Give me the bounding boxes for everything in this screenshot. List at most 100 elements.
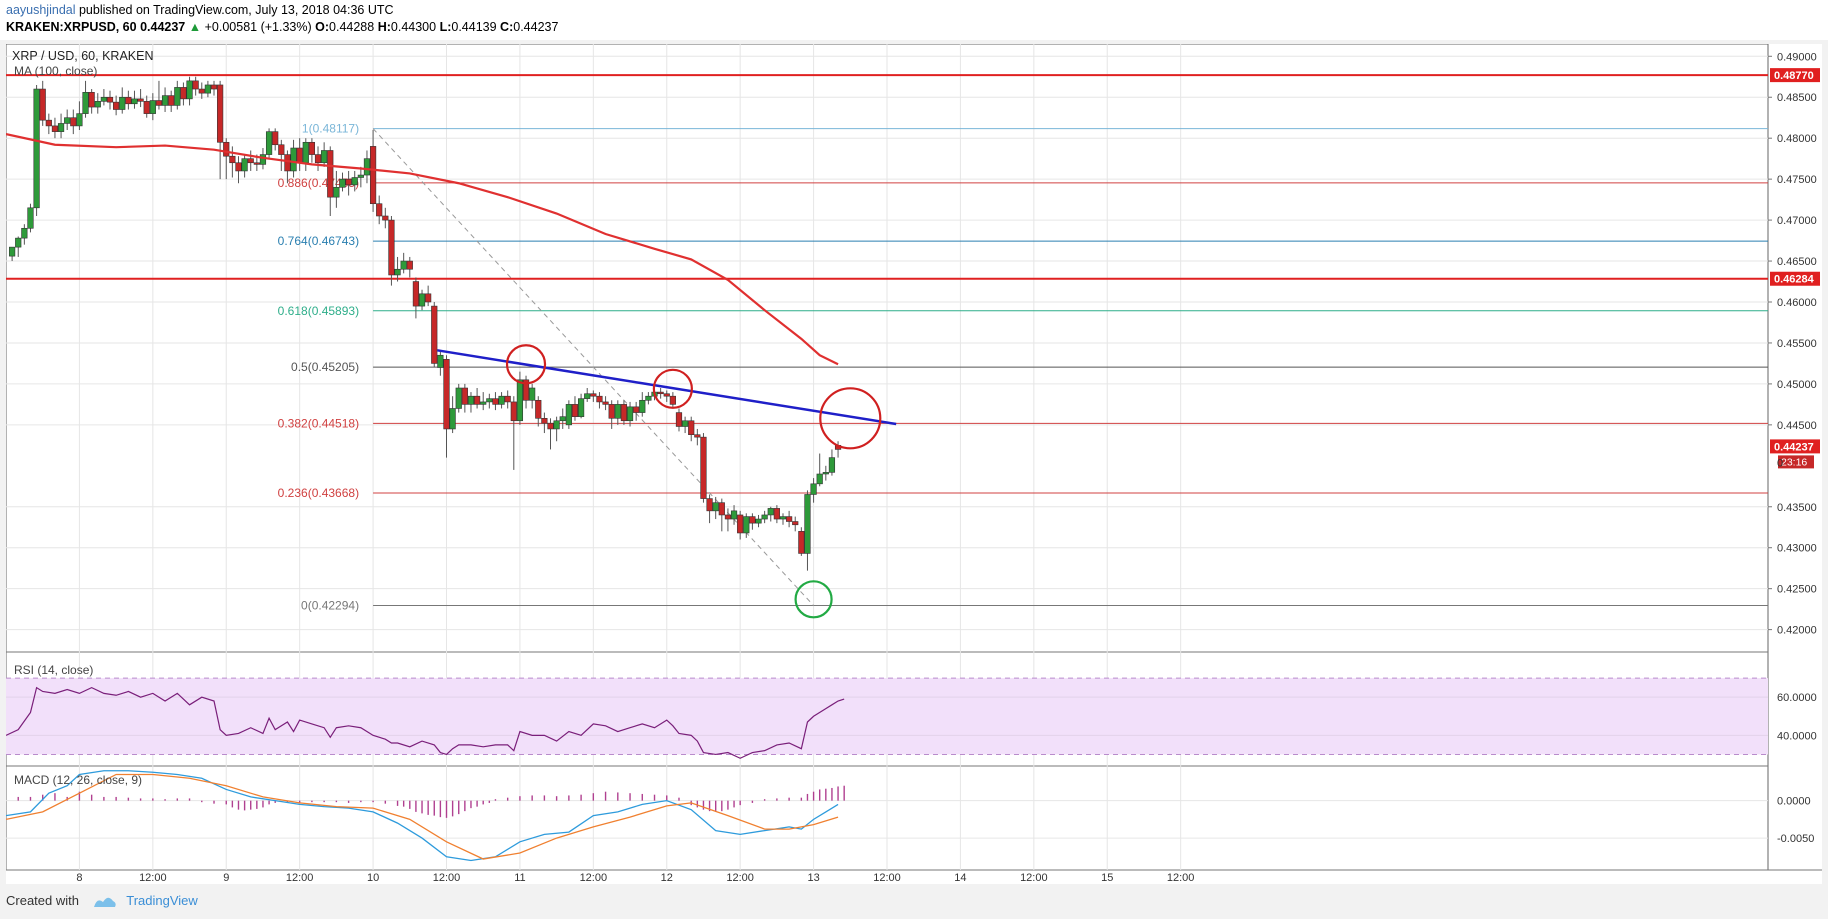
- candle-body: [333, 187, 340, 198]
- candle: [229, 146, 236, 178]
- candle-body: [369, 146, 377, 205]
- y-tick-label: 0.45000: [1777, 379, 1817, 391]
- candle: [645, 392, 652, 405]
- y-tick-label: 0.48500: [1777, 92, 1817, 104]
- candle: [706, 494, 713, 524]
- candle-body: [779, 516, 787, 520]
- candle: [431, 302, 438, 368]
- candle: [480, 392, 487, 411]
- candle-body: [792, 521, 799, 526]
- tradingview-brand[interactable]: TradingView: [126, 893, 198, 908]
- candle-body: [100, 96, 107, 102]
- candle: [363, 150, 371, 184]
- x-tick-label: 14: [954, 872, 966, 884]
- candle: [737, 510, 744, 540]
- candle: [620, 400, 628, 425]
- fib-level-label: 1(0.48117): [302, 122, 359, 136]
- pane-zero-label: 0: [1777, 457, 1783, 469]
- candle-body: [241, 158, 248, 172]
- candle-body: [663, 393, 670, 397]
- candle-body: [694, 434, 701, 438]
- candle-body: [657, 391, 664, 395]
- candle: [70, 109, 77, 135]
- candle: [223, 138, 230, 180]
- y-tick-label: 0.42500: [1777, 584, 1817, 596]
- candle: [669, 392, 676, 409]
- candle: [455, 383, 462, 413]
- x-tick-label: 9: [223, 872, 229, 884]
- chart-header: aayushjindal published on TradingView.co…: [0, 0, 1828, 40]
- candle: [553, 416, 560, 442]
- candle-body: [516, 379, 524, 422]
- candle-body: [88, 92, 95, 108]
- candle-body: [535, 399, 542, 419]
- candle-body: [235, 162, 242, 172]
- candle: [235, 156, 242, 184]
- candle-body: [180, 87, 187, 100]
- chart-background: [6, 44, 1822, 884]
- candle: [730, 505, 738, 525]
- chart-canvas[interactable]: 8 12:00 9 12:00 10 12:00 11 12:00 12 12:00 13 12:00…: [6, 44, 1822, 884]
- candle: [27, 203, 34, 233]
- candle-body: [64, 117, 71, 124]
- candle-body: [168, 95, 175, 106]
- candle: [314, 146, 322, 171]
- candle: [241, 154, 248, 178]
- candle: [357, 166, 364, 188]
- candle: [284, 150, 291, 184]
- level-price-tag: [1770, 68, 1820, 83]
- candle: [149, 93, 156, 121]
- candle-body: [510, 401, 517, 422]
- candle: [57, 113, 65, 139]
- candle: [804, 490, 811, 571]
- candle-body: [828, 457, 836, 473]
- candle: [663, 390, 670, 402]
- candle: [590, 390, 597, 402]
- candle: [21, 224, 28, 245]
- y-tick-label: 0.47500: [1777, 174, 1817, 186]
- x-tick-label: 12: [661, 872, 673, 884]
- resistance-trendline: [437, 349, 897, 426]
- candle: [675, 408, 683, 432]
- candle-body: [608, 404, 615, 419]
- candle-body: [639, 399, 646, 413]
- candle: [712, 496, 719, 520]
- candle-body: [541, 418, 548, 424]
- candle: [449, 396, 456, 434]
- published-text: published on TradingView.com, July 13, 2…: [78, 3, 394, 17]
- candle-body: [633, 406, 640, 413]
- candle-body: [382, 215, 389, 221]
- high-label: H:: [377, 20, 391, 34]
- candle: [174, 80, 181, 110]
- candle: [798, 527, 805, 556]
- candle: [119, 87, 126, 114]
- candle: [547, 418, 554, 450]
- candle: [39, 80, 46, 126]
- candle: [498, 392, 505, 409]
- candle: [131, 90, 138, 109]
- candle: [94, 93, 101, 114]
- candle: [614, 400, 621, 425]
- candle-body: [431, 305, 438, 364]
- candle-body: [217, 84, 224, 143]
- fib-level-label: 0.236(0.43668): [278, 486, 359, 500]
- candle-body: [767, 508, 774, 516]
- candle: [9, 246, 16, 262]
- last-price-label: 0.44237: [1774, 441, 1814, 453]
- candle: [602, 396, 609, 411]
- level-price-tag: [1770, 271, 1820, 286]
- candle: [504, 390, 511, 409]
- candle-body: [223, 141, 230, 157]
- candle-body: [443, 359, 450, 430]
- candle: [15, 236, 22, 257]
- close-label: C:: [500, 20, 514, 34]
- candle-body: [186, 80, 193, 100]
- candle: [565, 400, 572, 429]
- x-tick-label: 12:00: [873, 872, 901, 884]
- candle: [443, 355, 450, 458]
- candle-body: [773, 508, 780, 520]
- candle: [406, 256, 413, 278]
- author-link[interactable]: aayushjindal: [6, 3, 76, 17]
- candle-body: [149, 100, 156, 114]
- candle: [272, 128, 279, 151]
